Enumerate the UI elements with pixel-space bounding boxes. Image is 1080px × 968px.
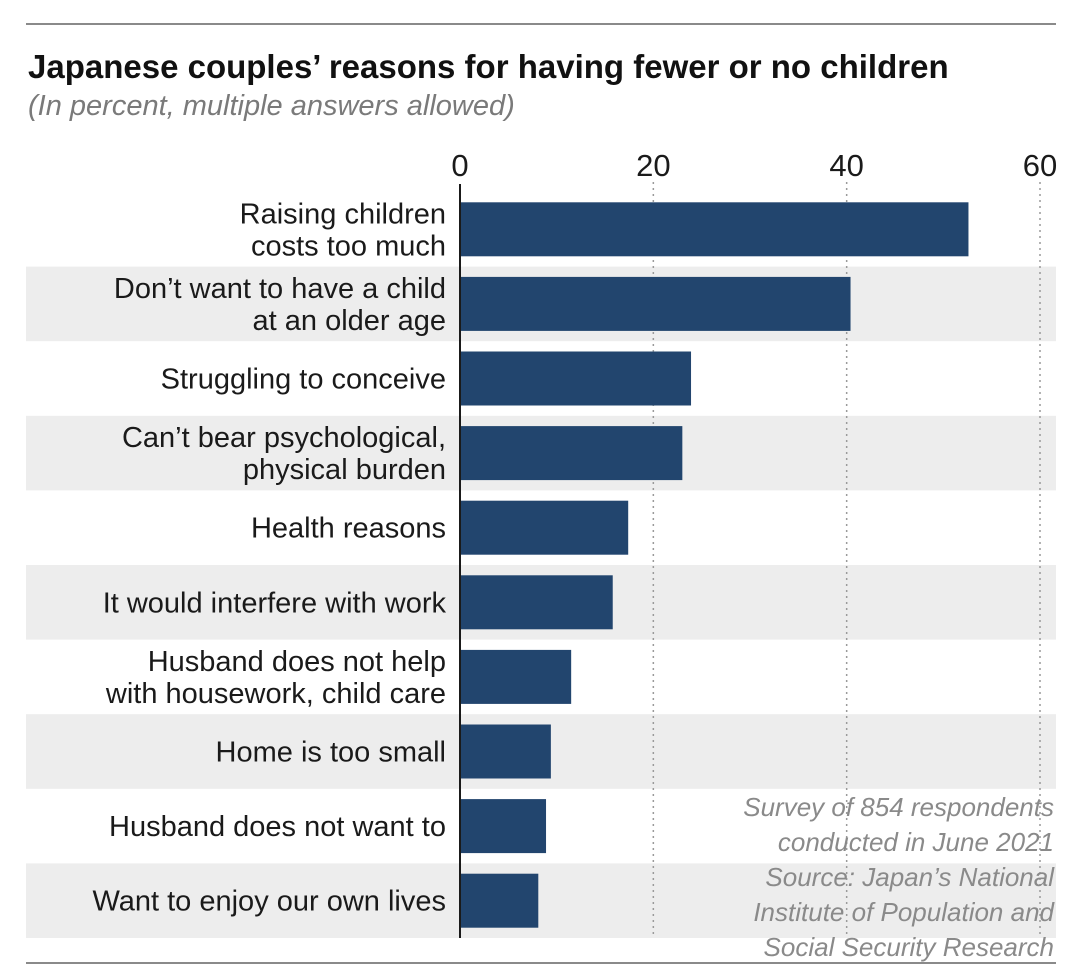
category-label: physical burden (243, 454, 446, 486)
x-tick-label: 60 (1023, 148, 1057, 183)
bar (460, 575, 613, 630)
x-tick-label: 0 (451, 148, 468, 183)
bar (460, 649, 572, 704)
note-line: Institute of Population and (753, 897, 1054, 927)
category-label: at an older age (253, 305, 446, 337)
category-label: Raising children (240, 198, 446, 230)
category-label: costs too much (251, 230, 446, 262)
category-label: It would interfere with work (103, 587, 447, 619)
chart-title: Japanese couples’ reasons for having few… (28, 48, 949, 85)
category-label: Don’t want to have a child (114, 273, 446, 305)
top-rule (26, 23, 1056, 25)
category-label: Want to enjoy our own lives (92, 886, 446, 918)
category-label: with housework, child care (105, 678, 446, 710)
row-band (26, 863, 1056, 938)
bar (460, 426, 683, 481)
category-label: Husband does not want to (109, 811, 446, 843)
note-line: Social Security Research (763, 932, 1054, 962)
x-tick-label: 20 (636, 148, 670, 183)
note-line: Source: Japan’s National (765, 862, 1054, 892)
bar (460, 724, 551, 779)
bar (460, 799, 547, 854)
bar (460, 276, 851, 331)
category-label: Struggling to conceive (161, 364, 446, 396)
bottom-rule (26, 962, 1056, 964)
bar (460, 873, 539, 928)
category-label: Husband does not help (148, 646, 446, 678)
x-tick-label: 40 (829, 148, 863, 183)
chart-subtitle: (In percent, multiple answers allowed) (28, 90, 515, 122)
note-line: conducted in June 2021 (777, 827, 1054, 857)
source-note: Survey of 854 respondents conducted in J… (634, 790, 1054, 965)
category-label: Health reasons (251, 513, 446, 545)
bar (460, 500, 629, 555)
category-label: Home is too small (216, 737, 446, 769)
note-line: Survey of 854 respondents (743, 792, 1054, 822)
bar (460, 202, 969, 257)
bar (460, 351, 692, 406)
category-label: Can’t bear psychological, (122, 422, 446, 454)
